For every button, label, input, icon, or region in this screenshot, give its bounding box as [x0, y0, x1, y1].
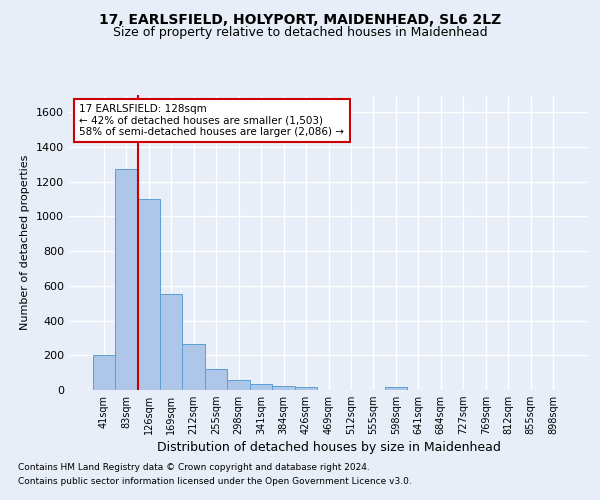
- Y-axis label: Number of detached properties: Number of detached properties: [20, 155, 31, 330]
- Text: 17, EARLSFIELD, HOLYPORT, MAIDENHEAD, SL6 2LZ: 17, EARLSFIELD, HOLYPORT, MAIDENHEAD, SL…: [99, 12, 501, 26]
- Text: Contains HM Land Registry data © Crown copyright and database right 2024.: Contains HM Land Registry data © Crown c…: [18, 464, 370, 472]
- Bar: [205, 369, 227, 390]
- Bar: [92, 356, 115, 390]
- Bar: [385, 388, 407, 390]
- Bar: [227, 380, 250, 390]
- Bar: [295, 388, 317, 390]
- Bar: [160, 294, 182, 390]
- Text: Contains public sector information licensed under the Open Government Licence v3: Contains public sector information licen…: [18, 477, 412, 486]
- X-axis label: Distribution of detached houses by size in Maidenhead: Distribution of detached houses by size …: [157, 442, 500, 454]
- Bar: [182, 344, 205, 390]
- Bar: [115, 169, 137, 390]
- Text: 17 EARLSFIELD: 128sqm
← 42% of detached houses are smaller (1,503)
58% of semi-d: 17 EARLSFIELD: 128sqm ← 42% of detached …: [79, 104, 344, 137]
- Bar: [272, 386, 295, 390]
- Bar: [137, 199, 160, 390]
- Bar: [250, 384, 272, 390]
- Text: Size of property relative to detached houses in Maidenhead: Size of property relative to detached ho…: [113, 26, 487, 39]
